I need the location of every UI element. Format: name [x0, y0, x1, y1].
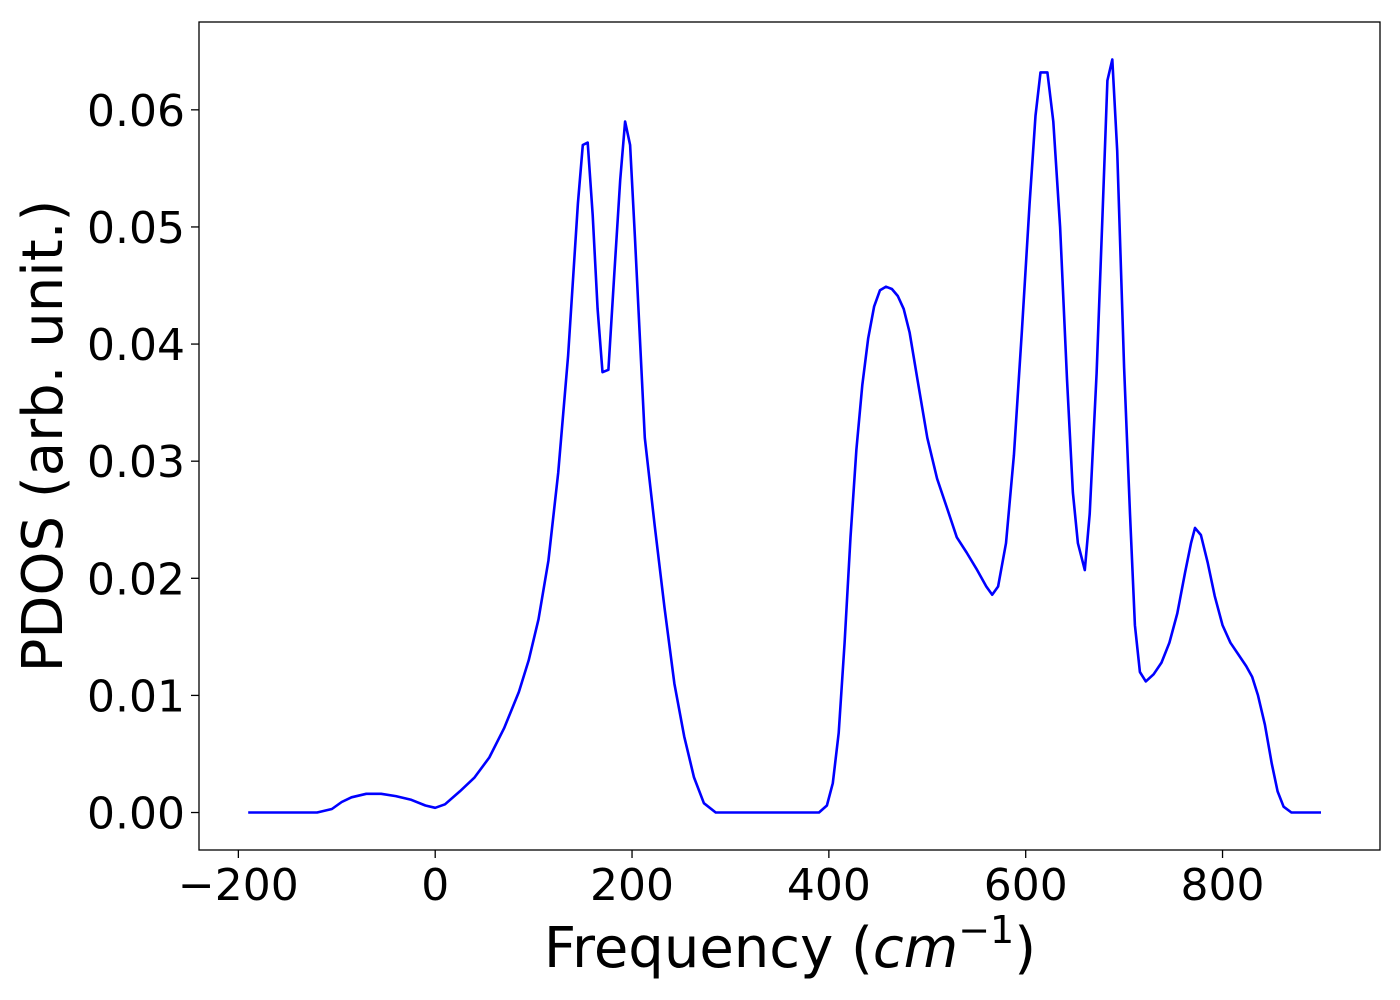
x-axis-title-close: )	[1014, 916, 1036, 981]
y-tick-label: 0.02	[87, 554, 185, 605]
x-tick-label: 0	[421, 860, 449, 911]
x-tick-label: −200	[178, 860, 299, 911]
y-tick-label: 0.00	[87, 789, 185, 840]
y-tick-label: 0.04	[87, 320, 185, 371]
x-tick-label: 600	[984, 860, 1068, 911]
axes-frame	[198, 21, 1381, 851]
x-tick-label: 200	[590, 860, 674, 911]
pdos-series-line-0	[248, 58, 1321, 814]
y-tick-label: 0.05	[87, 203, 185, 254]
y-tick-label: 0.06	[87, 86, 185, 137]
x-axis-ticks: −200 0 200 400 600 800	[178, 850, 1265, 911]
y-axis-title: PDOS (arb. unit.)	[11, 200, 76, 673]
y-tick-label: 0.01	[87, 671, 185, 722]
y-axis-ticks: 0.00 0.01 0.02 0.03 0.04 0.05 0.06	[87, 86, 199, 840]
x-axis-title-unit: cm	[873, 916, 958, 981]
x-tick-label: 800	[1181, 860, 1265, 911]
x-axis-title-text: Frequency (	[544, 916, 873, 981]
plot-area	[248, 58, 1321, 814]
x-axis-title-exponent: −1	[958, 908, 1014, 952]
x-tick-label: 400	[787, 860, 871, 911]
x-axis-title: Frequency (cm−1)	[544, 908, 1036, 981]
y-tick-label: 0.03	[87, 437, 185, 488]
